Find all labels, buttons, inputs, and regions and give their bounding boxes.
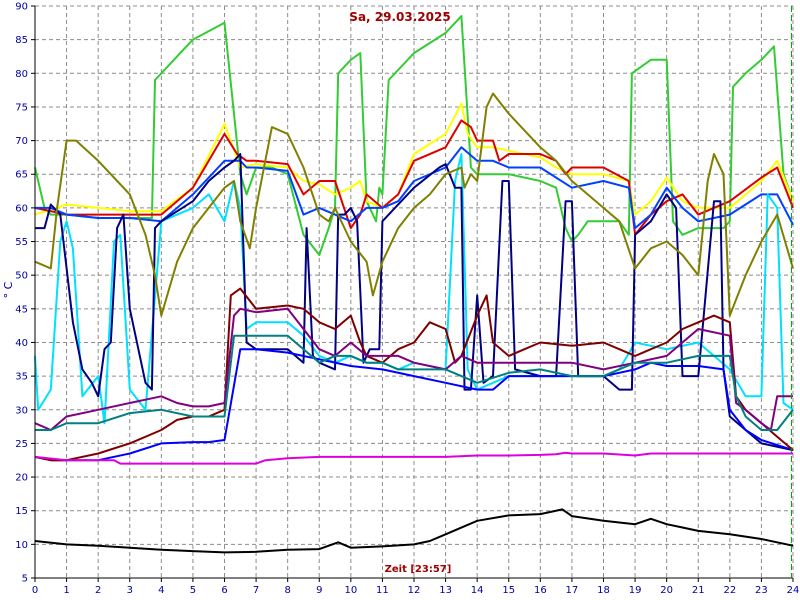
y-tick-label: 65 xyxy=(15,170,28,181)
x-tick-label: 21 xyxy=(692,585,705,596)
chart-title: Sa, 29.03.2025 xyxy=(349,10,450,24)
series-line-8 xyxy=(34,92,794,317)
y-tick-label: 10 xyxy=(15,540,28,551)
x-tick-label: 22 xyxy=(723,585,736,596)
x-tick-label: 11 xyxy=(376,585,389,596)
series-line-2 xyxy=(34,102,794,216)
x-tick-label: 13 xyxy=(439,585,452,596)
y-tick-label: 5 xyxy=(22,574,28,585)
y-tick-label: 35 xyxy=(15,372,28,383)
x-tick-label: 9 xyxy=(316,585,322,596)
x-tick-label: 24 xyxy=(787,585,800,596)
y-tick-label: 60 xyxy=(15,203,28,214)
x-tick-label: 16 xyxy=(534,585,547,596)
x-tick-label: 8 xyxy=(284,585,290,596)
tick-labels: 0 1 2 3 4 5 6 7 8 9 10 11 12 13 14 15 16 17 18 19 20 21 22 23 24… xyxy=(15,2,799,597)
x-axis-label: Zeit [23:57] xyxy=(385,564,452,575)
x-tick-label: 2 xyxy=(95,585,101,596)
y-tick-label: 20 xyxy=(15,473,28,484)
y-tick-label: 40 xyxy=(15,338,28,349)
y-tick-label: 15 xyxy=(15,506,28,517)
y-tick-label: 85 xyxy=(15,35,28,46)
series-line-1 xyxy=(34,15,794,256)
series-line-12 xyxy=(34,451,793,465)
y-tick-label: 70 xyxy=(15,136,28,147)
y-tick-label: 75 xyxy=(15,102,28,113)
y-tick-label: 30 xyxy=(15,405,28,416)
y-tick-label: 25 xyxy=(15,439,28,450)
x-tick-label: 10 xyxy=(344,585,357,596)
x-tick-label: 3 xyxy=(127,585,133,596)
y-tick-label: 80 xyxy=(15,69,28,80)
y-tick-label: 90 xyxy=(15,2,28,13)
x-tick-label: 12 xyxy=(408,585,421,596)
x-tick-label: 15 xyxy=(502,585,515,596)
x-tick-label: 23 xyxy=(755,585,768,596)
x-tick-label: 20 xyxy=(660,585,673,596)
x-tick-label: 18 xyxy=(597,585,610,596)
x-tick-label: 14 xyxy=(471,585,484,596)
x-tick-label: 7 xyxy=(253,585,259,596)
y-axis-label: ° C xyxy=(2,281,15,298)
series-line-7 xyxy=(34,348,794,462)
y-tick-label: 50 xyxy=(15,271,28,282)
axes xyxy=(31,5,794,582)
x-tick-label: 19 xyxy=(629,585,642,596)
y-tick-label: 45 xyxy=(15,304,28,315)
series-line-6 xyxy=(35,153,794,452)
series-line-10 xyxy=(34,307,793,431)
x-tick-label: 4 xyxy=(158,585,164,596)
x-tick-label: 1 xyxy=(63,585,69,596)
x-tick-label: 6 xyxy=(221,585,227,596)
x-tick-label: 5 xyxy=(190,585,196,596)
series-group xyxy=(34,15,794,554)
series-line-4 xyxy=(35,146,794,230)
series-line-13 xyxy=(34,508,794,554)
series-line-11 xyxy=(35,334,794,431)
x-tick-label: 0 xyxy=(32,585,38,596)
y-tick-label: 55 xyxy=(15,237,28,248)
x-tick-label: 17 xyxy=(566,585,579,596)
